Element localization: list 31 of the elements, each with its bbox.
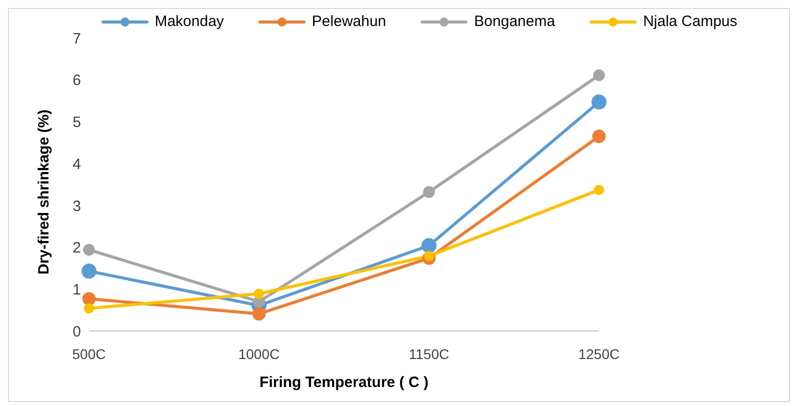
y-tick-label: 5	[72, 114, 81, 132]
y-tick-label: 2	[72, 240, 81, 257]
point	[593, 69, 605, 82]
point	[424, 250, 434, 262]
x-tick-label: 1150C	[408, 346, 450, 362]
y-tick-label: 3	[72, 198, 81, 215]
y-axis-title: Dry-fired shrinkage (%)	[35, 109, 52, 274]
point	[422, 238, 436, 254]
y-tick-label: 6	[72, 72, 81, 90]
y-tick-label: 4	[72, 156, 81, 173]
point	[84, 303, 94, 314]
point	[83, 244, 95, 256]
point	[252, 307, 266, 321]
point	[592, 94, 606, 110]
x-axis-title: Firing Temperature ( C )	[260, 374, 428, 391]
point	[592, 130, 606, 144]
y-tick-label: 1	[72, 281, 81, 298]
point	[82, 264, 96, 279]
y-tick-label: 0	[72, 323, 81, 340]
legend-label: Bonganema	[474, 13, 556, 30]
y-tick-label: 7	[72, 30, 81, 48]
point	[254, 288, 264, 299]
x-tick-label: 1250C	[578, 346, 620, 362]
legend-label: Pelewahun	[312, 13, 386, 30]
x-tick-label: 1000C	[238, 346, 280, 362]
legend-label: Makonday	[154, 13, 224, 30]
point	[423, 186, 435, 198]
point	[82, 292, 96, 306]
x-tick-label: 500C	[72, 346, 106, 362]
legend-label: Njala Campus	[643, 13, 738, 30]
point	[594, 184, 604, 196]
